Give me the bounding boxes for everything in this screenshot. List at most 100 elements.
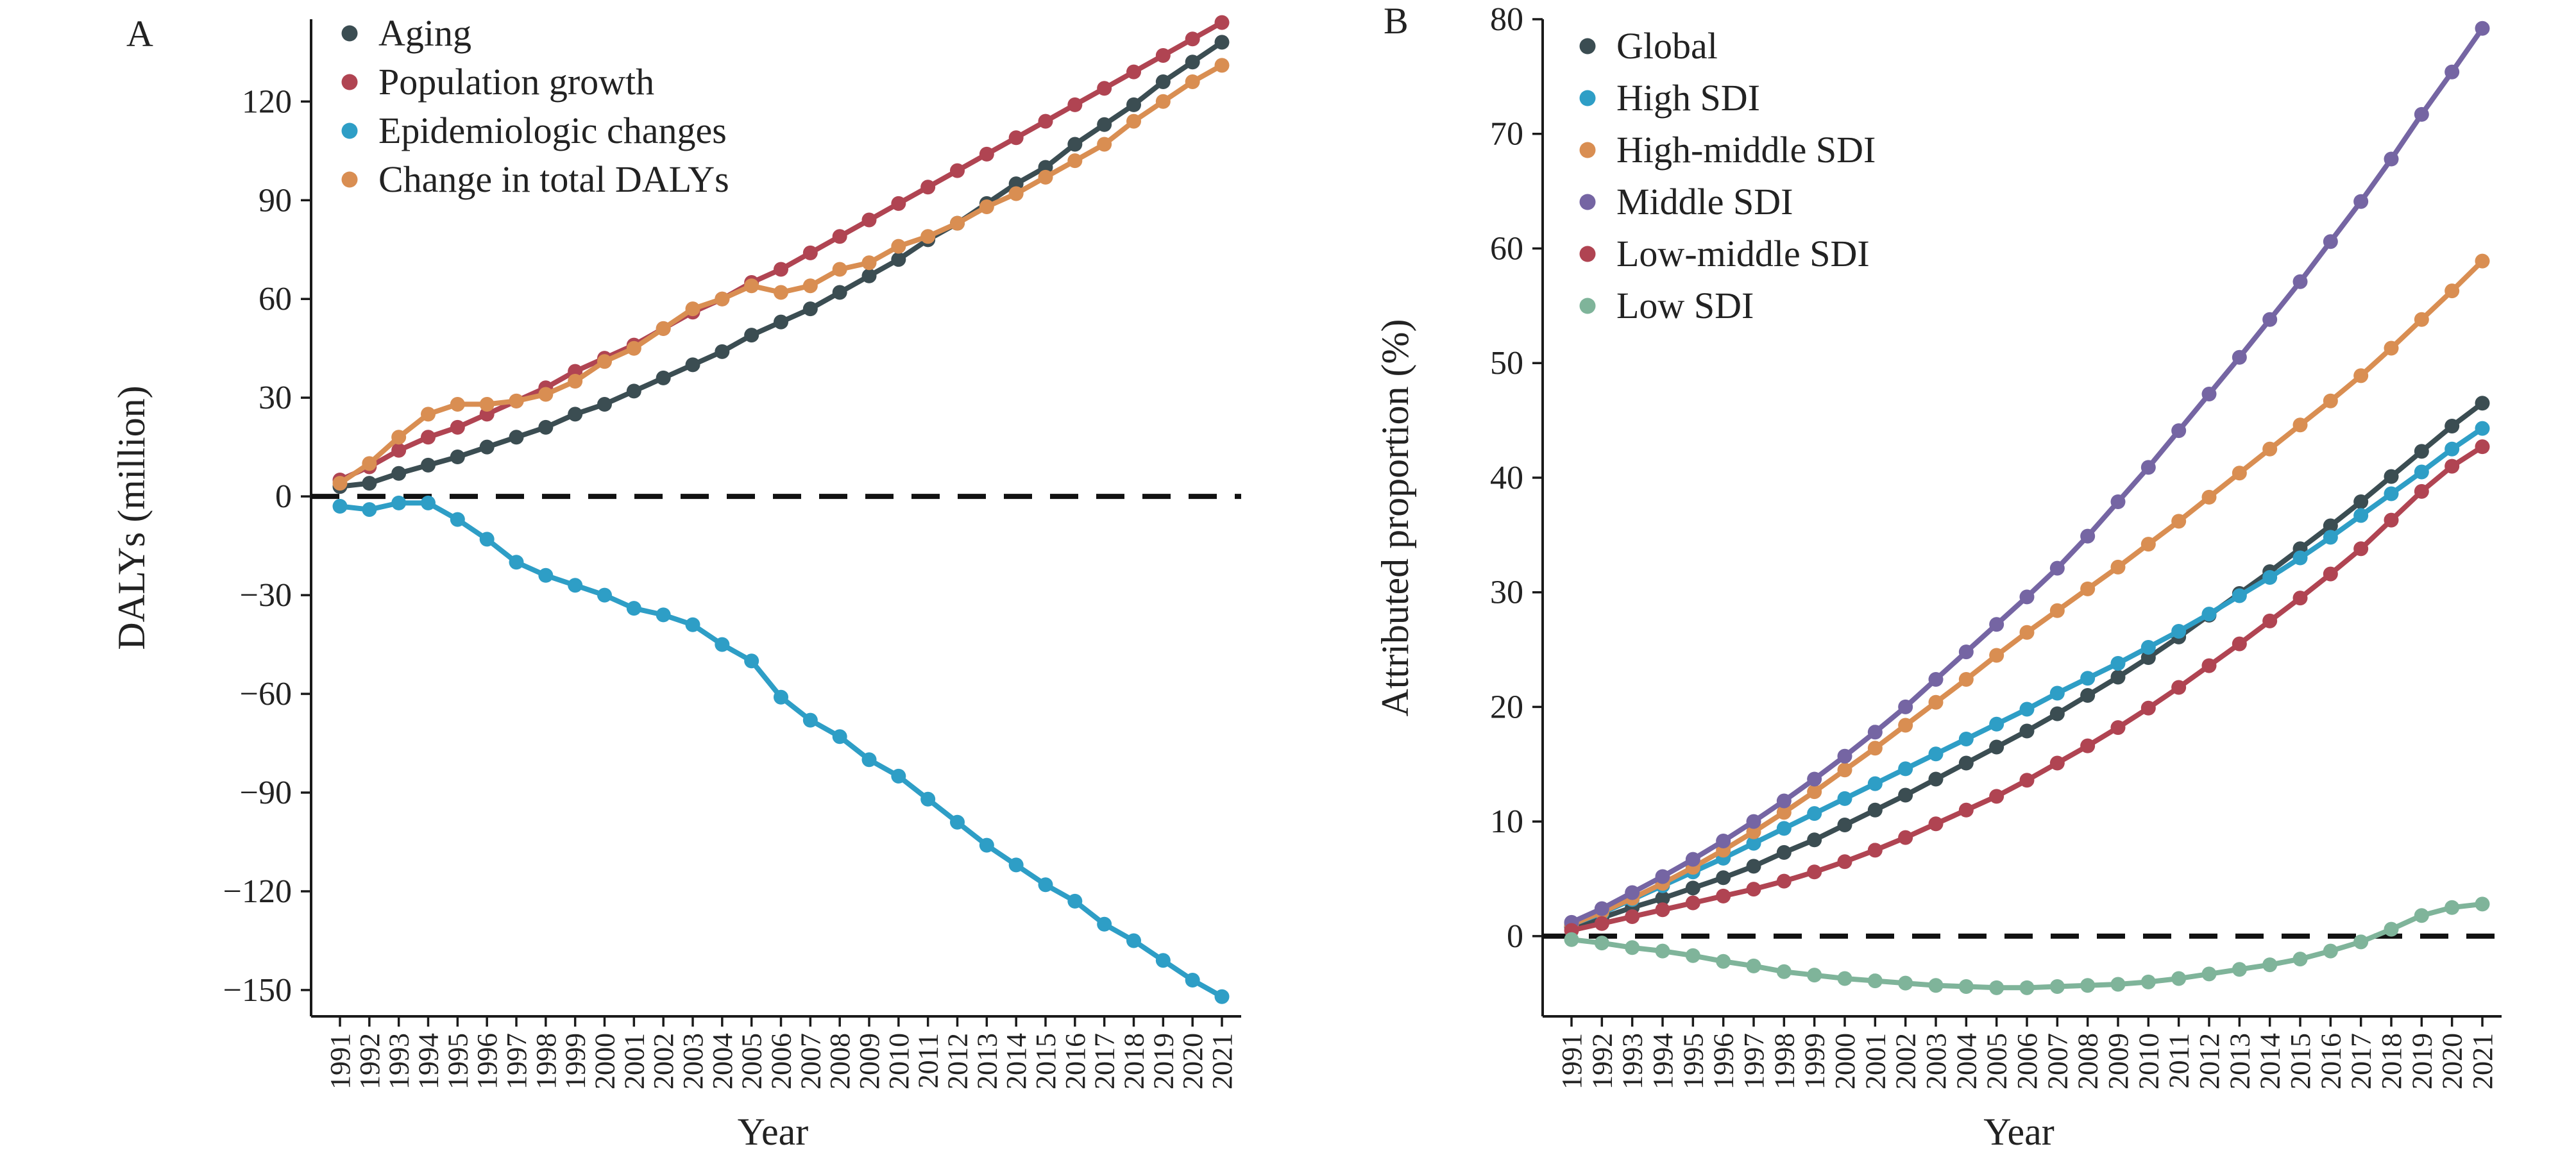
data-point [1928,746,1944,762]
data-point [832,229,847,244]
legend-label: Global [1616,25,1718,67]
data-point [1716,954,1731,969]
x-tick-label: 2006 [766,1033,797,1089]
data-point [1989,648,2004,663]
data-point [1807,771,1822,787]
data-point [1185,55,1200,70]
x-tick-label: 1994 [413,1033,445,1089]
data-point [1214,989,1230,1004]
data-point [774,262,788,277]
data-point [391,495,407,510]
data-point [2475,421,2490,436]
data-point [391,442,407,458]
data-point [362,456,377,471]
data-point [2353,508,2369,523]
legend-marker [341,122,358,139]
data-point [2019,980,2035,995]
data-point [2140,700,2156,716]
data-point [891,196,906,211]
data-point [2049,979,2065,995]
x-axis-title: Year [738,1111,809,1153]
data-point [1038,169,1053,185]
data-point [1685,852,1700,867]
legend-marker [1579,246,1596,262]
data-point [891,239,906,254]
legend-label: High SDI [1616,77,1760,119]
data-point [2171,514,2187,529]
data-point [421,407,436,422]
x-tick-label: 2000 [1829,1033,1861,1089]
x-tick-label: 1991 [1556,1033,1588,1089]
legend-marker [1579,298,1596,314]
data-point [2049,755,2065,771]
data-point [2414,908,2429,923]
data-point [774,285,788,300]
data-point [1746,824,1761,839]
data-point [2414,444,2429,459]
series-low-sdi [1564,896,2490,995]
data-point [1837,854,1852,870]
data-point [656,607,671,623]
data-point [2049,706,2065,721]
data-point [2110,655,2126,671]
data-point [1928,816,1944,832]
data-point [2414,312,2429,327]
x-tick-label: 1995 [442,1033,473,1089]
data-point [626,383,641,399]
data-point [802,245,818,260]
data-point [2232,349,2247,365]
data-point [509,430,524,445]
data-point [2262,569,2278,585]
legend-label: Population growth [378,61,654,103]
x-tick-label: 2013 [2224,1033,2255,1089]
x-tick-label: 2000 [589,1033,621,1089]
data-point [2475,439,2490,455]
data-point [685,617,700,632]
data-point [2292,417,2308,433]
data-point [1837,748,1852,764]
data-point [802,301,818,317]
legend-marker [341,74,358,90]
data-point [1898,699,1913,714]
data-point [2445,419,2460,434]
data-point [715,344,730,359]
x-tick-label: 1997 [1738,1033,1770,1089]
data-point [2232,962,2247,977]
data-point [920,791,936,807]
data-point [2080,671,2096,686]
data-point [568,374,583,389]
data-point [1898,975,1913,991]
data-point [950,163,965,178]
data-point [2384,512,2399,528]
y-tick-label: 50 [1490,345,1523,382]
data-point [1594,901,1609,916]
data-point [2323,530,2338,545]
x-tick-label: 2009 [854,1033,885,1089]
data-point [715,291,730,307]
data-point [597,587,612,603]
data-point [2201,607,2217,622]
x-tick-label: 2007 [2042,1033,2073,1089]
data-point [1746,814,1761,829]
data-point [362,502,377,517]
data-point [2049,560,2065,576]
legend-marker [1579,194,1596,210]
data-point [2323,566,2338,582]
y-tick-label: 30 [1490,575,1523,611]
x-axis-title: Year [1983,1111,2055,1153]
data-point [2201,386,2217,401]
x-tick-label: 2007 [795,1033,826,1089]
data-point [2080,688,2096,703]
data-point [1746,836,1761,851]
y-tick-label: 30 [258,380,292,416]
data-point [1716,834,1731,849]
data-point [979,199,994,215]
data-point [2292,550,2308,566]
data-point [2262,613,2278,628]
data-point [1214,15,1230,30]
data-point [861,752,877,768]
y-tick-label: 120 [242,83,292,120]
data-point [2414,464,2429,480]
x-tick-label: 2003 [1920,1033,1952,1089]
